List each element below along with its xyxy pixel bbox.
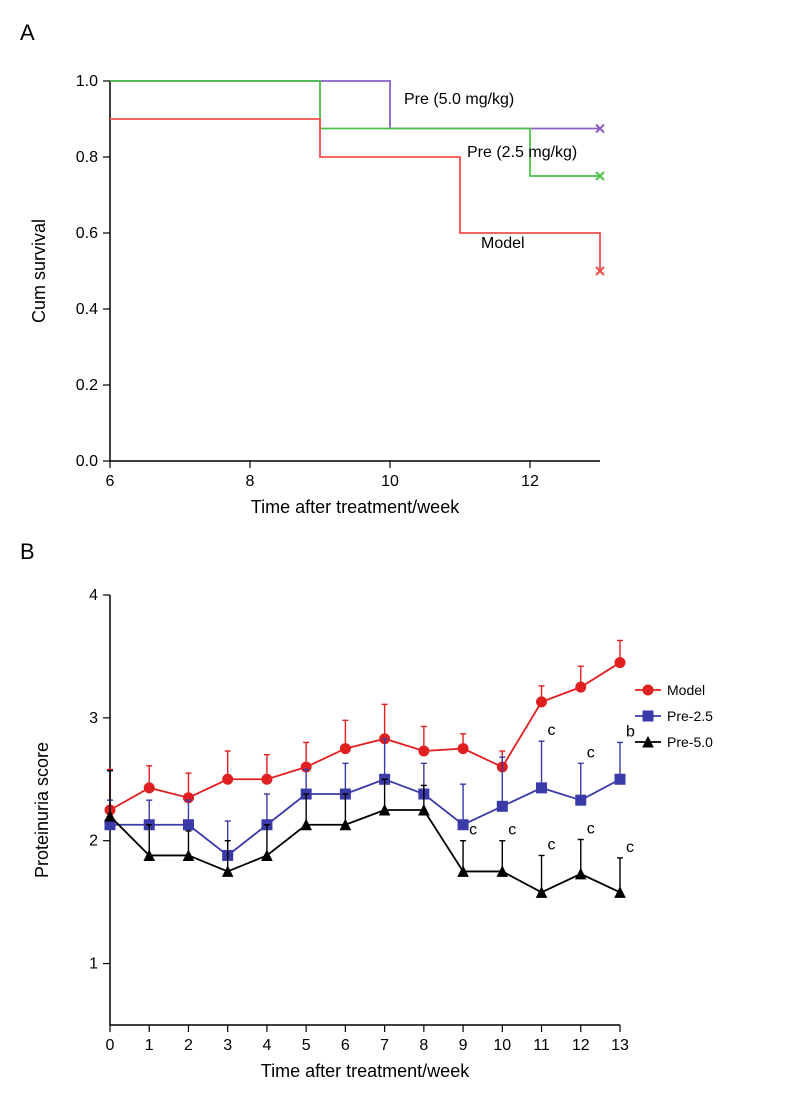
svg-text:12: 12 — [572, 1037, 590, 1054]
svg-text:0.8: 0.8 — [76, 149, 98, 166]
svg-text:Model: Model — [481, 235, 525, 252]
svg-text:0: 0 — [106, 1037, 115, 1054]
svg-text:Model: Model — [667, 682, 705, 698]
svg-text:c: c — [587, 820, 595, 837]
svg-text:2: 2 — [184, 1037, 193, 1054]
svg-text:10: 10 — [381, 473, 399, 490]
svg-text:Pre-2.5: Pre-2.5 — [667, 708, 713, 724]
svg-text:c: c — [587, 744, 595, 761]
svg-text:Proteinuria score: Proteinuria score — [32, 742, 52, 878]
svg-text:0.2: 0.2 — [76, 377, 98, 394]
svg-text:Cum survival: Cum survival — [29, 219, 49, 323]
svg-text:0.0: 0.0 — [76, 453, 98, 470]
svg-text:3: 3 — [223, 1037, 232, 1054]
svg-text:2: 2 — [89, 833, 98, 850]
svg-text:c: c — [548, 836, 556, 853]
svg-text:c: c — [548, 722, 556, 739]
panel-a-label: A — [20, 20, 765, 46]
svg-text:7: 7 — [380, 1037, 389, 1054]
svg-text:0.4: 0.4 — [76, 301, 98, 318]
svg-text:11: 11 — [533, 1037, 550, 1054]
panel-b-label: B — [20, 539, 765, 565]
svg-text:1.0: 1.0 — [76, 73, 98, 90]
svg-text:Pre (5.0 mg/kg): Pre (5.0 mg/kg) — [404, 91, 514, 108]
panel-a-chart: 0.0 0.2 0.4 0.6 0.8 1.0 6 8 10 12 Cum survival Time… — [20, 51, 640, 521]
svg-text:4: 4 — [262, 1037, 271, 1054]
svg-text:3: 3 — [89, 710, 98, 727]
svg-text:8: 8 — [246, 473, 255, 490]
svg-text:5: 5 — [302, 1037, 311, 1054]
svg-text:10: 10 — [493, 1037, 511, 1054]
panel-b-chart: 1234012345678910111213Proteinuria scoreT… — [20, 570, 740, 1090]
svg-text:9: 9 — [459, 1037, 468, 1054]
svg-text:Pre (2.5 mg/kg): Pre (2.5 mg/kg) — [467, 144, 577, 161]
panel-a: A 0.0 0.2 0.4 0.6 0.8 1.0 6 8 10 12 Cum survival Ti… — [20, 20, 765, 521]
svg-text:c: c — [469, 822, 477, 839]
svg-text:4: 4 — [89, 587, 98, 604]
svg-text:Time after treatment/week: Time after treatment/week — [261, 1061, 470, 1081]
svg-text:8: 8 — [419, 1037, 428, 1054]
svg-text:6: 6 — [106, 473, 115, 490]
figure: A 0.00.20.40.60.81.0681012Cum survivalTi… — [20, 20, 765, 1090]
svg-text:12: 12 — [521, 473, 539, 490]
svg-text:13: 13 — [611, 1037, 629, 1054]
svg-text:b: b — [626, 723, 635, 740]
svg-text:c: c — [626, 839, 634, 856]
svg-text:Time after treatment/week: Time after treatment/week — [251, 497, 460, 517]
svg-text:1: 1 — [145, 1037, 154, 1054]
svg-text:0.6: 0.6 — [76, 225, 98, 242]
panel-b: B 1234012345678910111213Proteinuria scor… — [20, 539, 765, 1090]
svg-text:Pre-5.0: Pre-5.0 — [667, 734, 713, 750]
svg-text:6: 6 — [341, 1037, 350, 1054]
svg-text:1: 1 — [89, 956, 98, 973]
svg-text:c: c — [508, 822, 516, 839]
